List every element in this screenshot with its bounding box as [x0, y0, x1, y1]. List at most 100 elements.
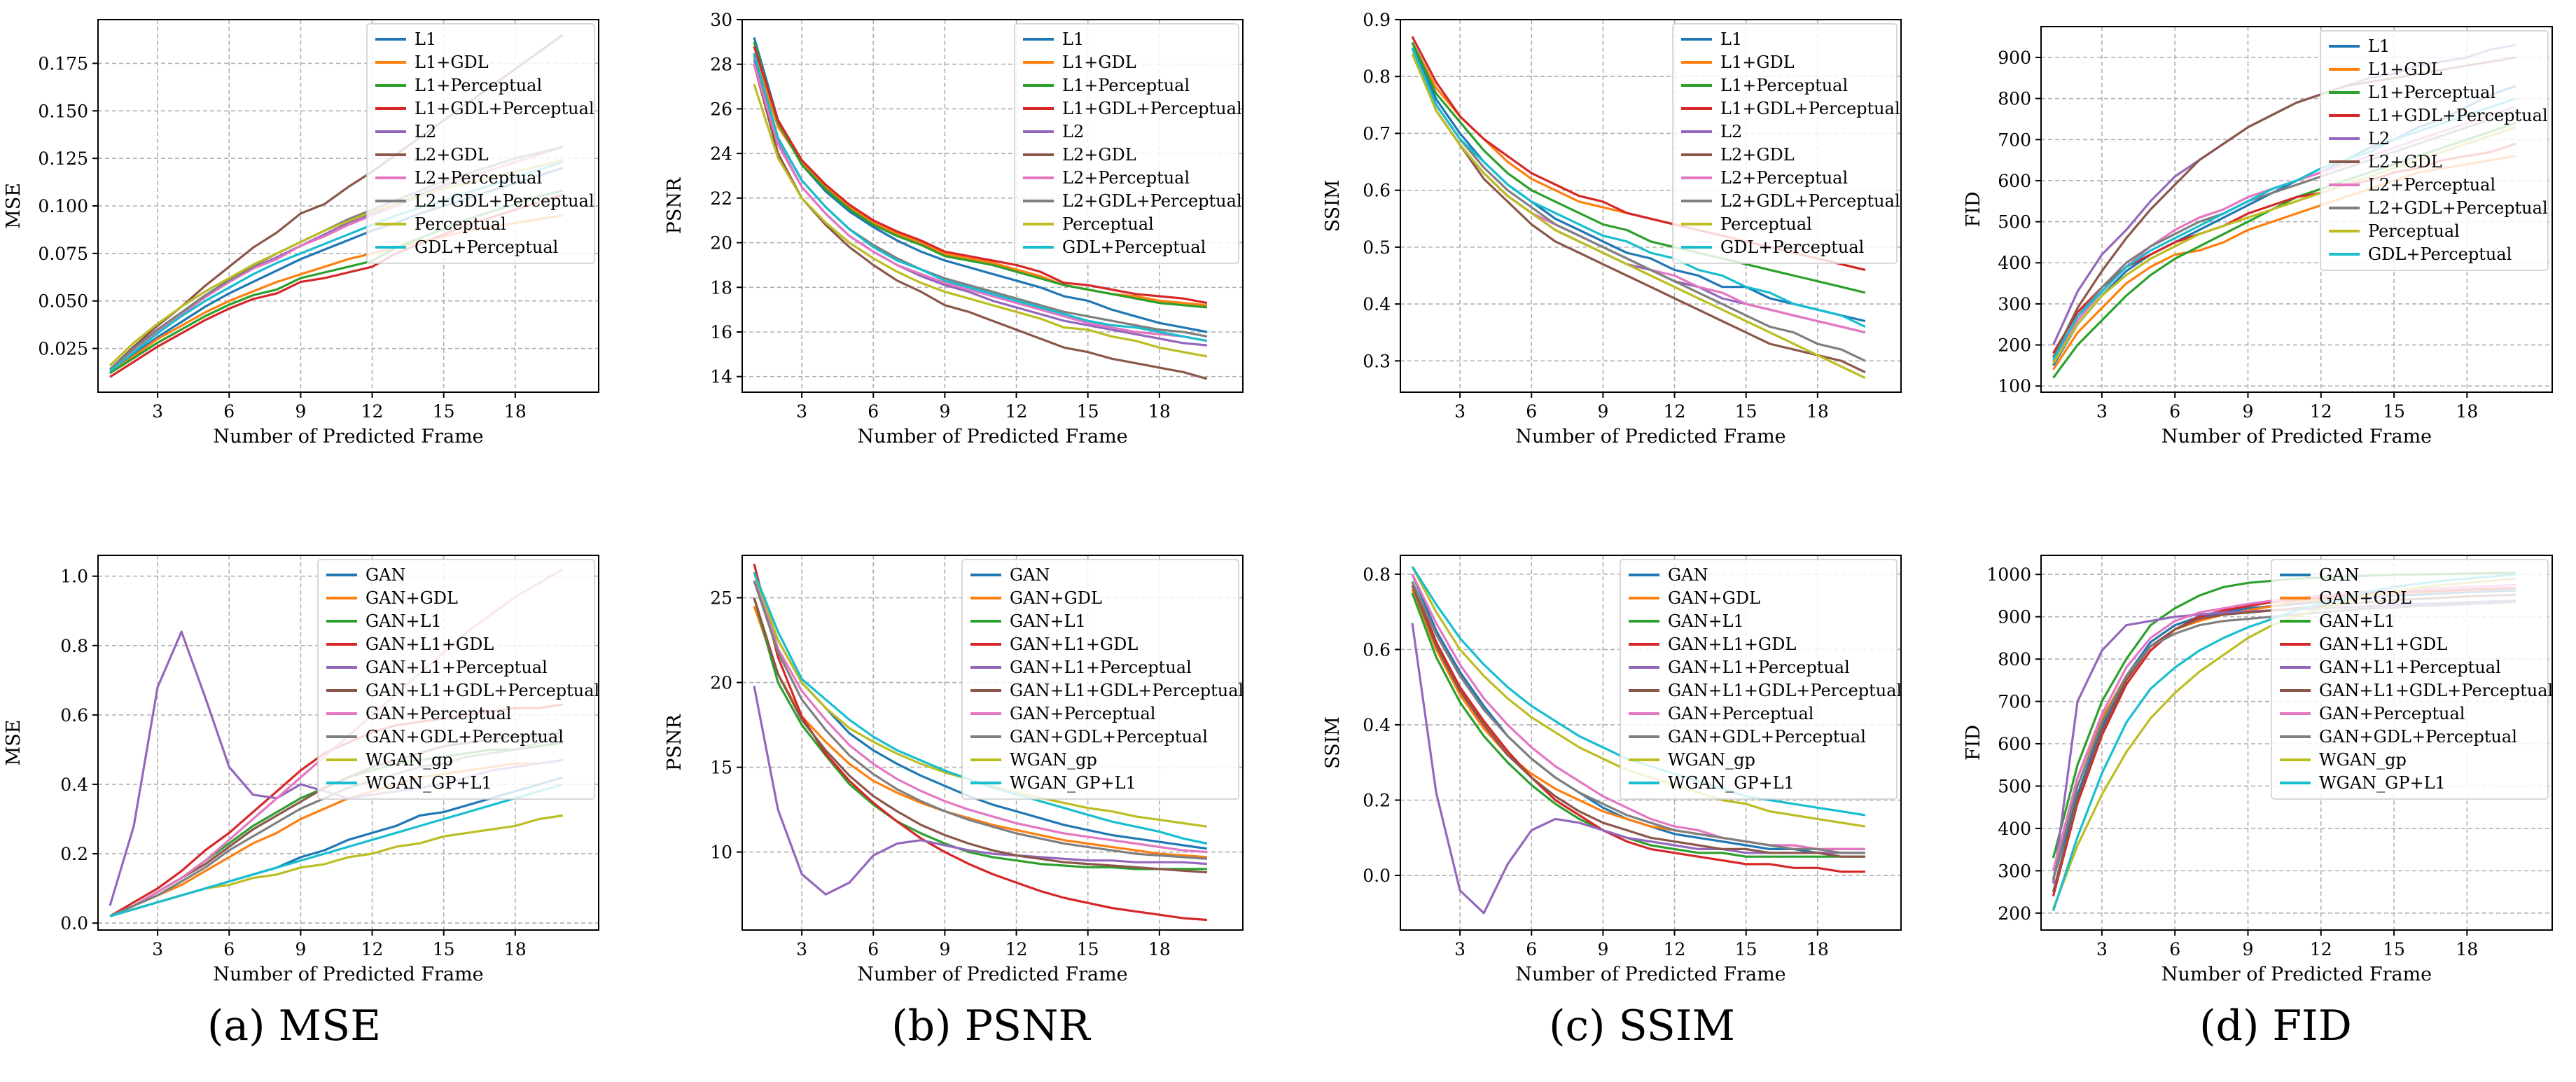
legend-label: WGAN_GP+L1 — [1010, 773, 1136, 793]
legend-label: GDL+Perceptual — [2368, 244, 2512, 264]
y-tick-label: 700 — [1998, 692, 2031, 712]
y-tick-label: 0.6 — [1363, 181, 1391, 201]
series-line-GAN+Perceptual — [753, 571, 1208, 854]
x-tick-label: 6 — [868, 939, 879, 959]
x-axis-label: Number of Predicted Frame — [2161, 964, 2432, 985]
legend-label: L2+GDL+Perceptual — [1062, 191, 1242, 211]
x-tick-label: 15 — [2383, 401, 2405, 422]
legend: L1 L1+GDL L1+Perceptual L1+GDL+Perceptual L2… — [1672, 23, 1900, 264]
legend-label: L1+Perceptual — [1720, 76, 1848, 95]
series-line-GAN+L1 — [1411, 592, 1865, 858]
axes-frame — [742, 19, 1244, 393]
legend-label: L1 — [415, 29, 436, 49]
legend-label: GAN+GDL — [2319, 588, 2411, 608]
legend-frame — [2320, 30, 2549, 271]
y-tick-label: 800 — [1998, 89, 2031, 109]
legend-label: L2+GDL+Perceptual — [1720, 191, 1900, 211]
legend-label: L1+Perceptual — [415, 76, 542, 95]
y-tick-label: 0.050 — [38, 291, 88, 312]
legend-label: GDL+Perceptual — [1062, 237, 1206, 257]
series-line-L1+Perceptual — [753, 41, 1208, 309]
legend-label: GAN+GDL — [365, 588, 458, 608]
axes-frame — [97, 555, 599, 931]
legend-label: GAN+GDL+Perceptual — [365, 727, 564, 747]
legend-label: L2 — [1062, 122, 1084, 141]
legend-label: GAN+Perceptual — [1668, 704, 1813, 723]
legend-label: L1+GDL — [415, 53, 489, 72]
axes-frame — [1400, 555, 1902, 931]
legend-label: L2+GDL — [1720, 145, 1795, 165]
y-tick-label: 300 — [1998, 294, 2031, 314]
chart-mse-bottom: 3 6 9 12 15 18 0.0 0.2 0.4 0.6 0.8 1.0 Number of Pre… — [3, 555, 599, 985]
series-line-L1 — [753, 37, 1208, 333]
y-tick-label: 15 — [710, 758, 732, 778]
chart-ssim-top: 3 6 9 12 15 18 0.3 0.4 0.5 0.6 0.7 0.8 0.9 Number of … — [1322, 10, 1902, 448]
x-axis-label: Number of Predicted Frame — [213, 426, 483, 448]
legend-label: Perceptual — [415, 214, 506, 234]
y-tick-label: 0.9 — [1363, 10, 1391, 30]
y-axis-label: FID — [1963, 191, 1984, 227]
legend-label: L1 — [1062, 29, 1084, 49]
caption-fid: (d) FID — [2199, 1001, 2352, 1050]
legend: GAN GAN+GDL GAN+L1 GAN+L1+GDL GAN+L1+Percept… — [1620, 559, 1902, 800]
y-tick-label: 900 — [1998, 607, 2031, 627]
y-tick-label: 900 — [1998, 48, 2031, 68]
x-tick-label: 15 — [1735, 939, 1757, 959]
legend-label: L2 — [2368, 129, 2390, 148]
x-tick-label: 15 — [1077, 939, 1099, 959]
y-tick-label: 1000 — [1986, 564, 2031, 585]
chart-fid-bottom: 3 6 9 12 15 18 200 300 400 500 600 700 800 900 1000 Num… — [1963, 555, 2553, 985]
y-tick-label: 200 — [1998, 335, 2031, 356]
legend-frame — [317, 559, 595, 800]
y-axis-label: MSE — [3, 720, 25, 766]
series-line-GDL+Perceptual — [1411, 47, 1866, 328]
legend-label: WGAN_GP+L1 — [1668, 773, 1795, 793]
x-tick-label: 18 — [504, 401, 527, 422]
legend-label: L2 — [1720, 122, 1742, 141]
y-tick-label: 14 — [710, 367, 732, 387]
legend-label: L2+GDL — [2368, 152, 2442, 172]
legend-frame — [2271, 559, 2549, 800]
y-tick-label: 22 — [710, 188, 732, 209]
legend-label: GAN+L1+GDL+Perceptual — [365, 681, 599, 700]
legend-label: L1+GDL — [1062, 53, 1136, 72]
x-axis-label: Number of Predicted Frame — [857, 964, 1127, 985]
y-tick-label: 100 — [1998, 376, 2031, 396]
y-tick-label: 0.0 — [60, 913, 88, 934]
series-line-GDL+Perceptual — [753, 53, 1208, 342]
x-tick-label: 9 — [2243, 939, 2254, 959]
x-tick-label: 18 — [1148, 939, 1171, 959]
x-axis-label: Number of Predicted Frame — [1515, 964, 1785, 985]
x-tick-label: 15 — [1735, 401, 1757, 422]
y-tick-label: 0.4 — [1363, 294, 1391, 314]
legend-label: GAN+L1 — [1668, 611, 1744, 631]
legend-label: GAN+L1+Perceptual — [1668, 658, 1850, 677]
y-tick-label: 0.8 — [1363, 564, 1391, 585]
legend-frame — [961, 559, 1239, 800]
series-line-L2+GDL+Perceptual — [1411, 47, 1866, 362]
y-tick-label: 1.0 — [60, 567, 88, 587]
series-line-WGAN_GP+L1 — [109, 783, 564, 917]
legend-label: L1+GDL+Perceptual — [1062, 99, 1242, 118]
x-tick-label: 6 — [1526, 401, 1537, 422]
x-tick-label: 12 — [1005, 939, 1028, 959]
legend-label: L1 — [2368, 36, 2390, 56]
x-tick-label: 9 — [2243, 401, 2254, 422]
y-axis-label: SSIM — [1322, 716, 1344, 769]
legend-label: GAN — [365, 565, 406, 585]
legend: GAN GAN+GDL GAN+L1 GAN+L1+GDL GAN+L1+Percept… — [2271, 559, 2553, 800]
x-tick-label: 18 — [1148, 401, 1171, 422]
x-tick-label: 18 — [504, 939, 527, 959]
y-axis-label: FID — [1963, 725, 1984, 761]
y-tick-label: 16 — [710, 322, 732, 342]
axes-frame — [742, 555, 1244, 931]
y-tick-label: 0.7 — [1363, 123, 1391, 144]
x-tick-label: 6 — [1526, 939, 1537, 959]
y-axis-label: PSNR — [664, 714, 685, 771]
x-tick-label: 15 — [433, 401, 455, 422]
series-group — [1411, 566, 1866, 915]
legend-frame — [1672, 23, 1898, 264]
y-tick-label: 300 — [1998, 861, 2031, 881]
legend: L1 L1+GDL L1+Perceptual L1+GDL+Perceptual L2… — [1014, 23, 1242, 264]
legend-label: WGAN_gp — [1010, 750, 1097, 770]
